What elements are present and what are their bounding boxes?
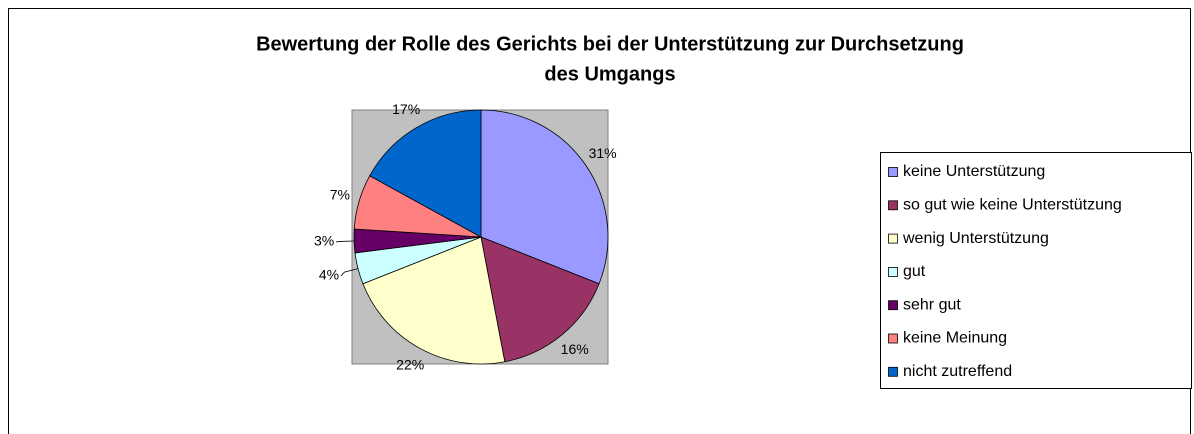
data-label: 7% <box>330 187 350 203</box>
legend-label: keine Unterstützung <box>903 163 1045 180</box>
data-label: 22% <box>396 357 424 373</box>
legend-label: wenig Unterstützung <box>902 230 1049 247</box>
legend-swatch <box>888 167 898 177</box>
legend-swatch <box>888 300 898 311</box>
data-label: 16% <box>561 341 589 357</box>
legend-label: so gut wie keine Unterstützung <box>903 197 1122 214</box>
legend <box>880 152 1192 389</box>
pie-slice <box>362 236 506 365</box>
legend-swatch <box>888 233 898 244</box>
pie-slice <box>369 109 482 238</box>
legend-swatch <box>888 200 898 211</box>
pie-slice <box>480 109 609 285</box>
legend-swatch <box>888 266 898 277</box>
chart-title: des Umgangs <box>544 63 675 85</box>
legend-swatch <box>888 366 898 377</box>
chart-title: Bewertung der Rolle des Gerichts bei der… <box>256 33 964 55</box>
pie-slice <box>480 236 600 363</box>
data-label: 3% <box>314 233 334 249</box>
data-label: 4% <box>319 267 339 283</box>
legend-label: nicht zutreffend <box>903 363 1012 380</box>
legend-swatch <box>888 333 898 344</box>
leader-line <box>336 240 355 243</box>
legend-label: gut <box>903 263 926 280</box>
data-label: 17% <box>392 101 420 117</box>
legend-label: sehr gut <box>903 296 961 313</box>
leader-line <box>340 268 359 277</box>
data-label: 31% <box>589 145 617 161</box>
legend-label: keine Meinung <box>903 330 1007 347</box>
